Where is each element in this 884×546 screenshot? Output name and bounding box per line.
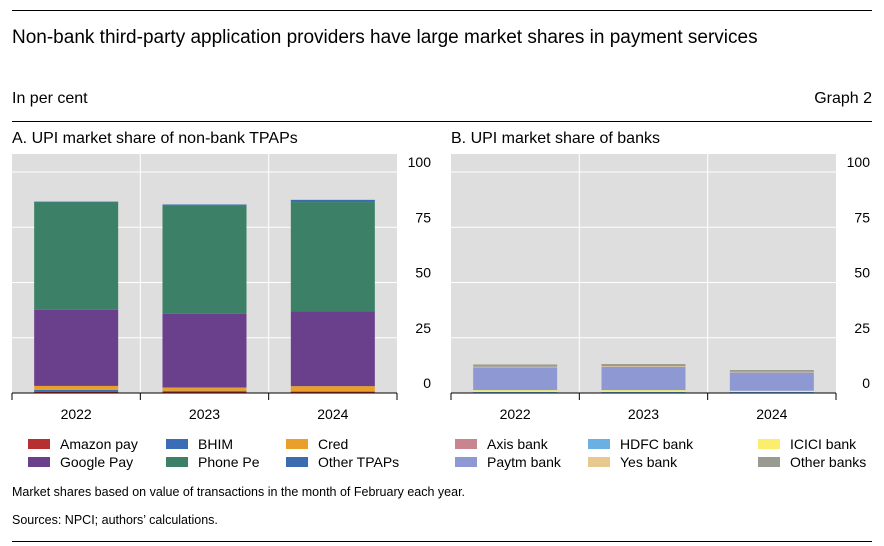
bottom-rule — [12, 541, 872, 542]
bar-phone-pe-2024 — [290, 202, 375, 312]
legend-label: ICICI bank — [790, 436, 857, 452]
legend-item: Amazon pay — [28, 435, 138, 453]
legend-swatch — [28, 457, 50, 467]
page-title: Non-bank third-party application provide… — [12, 27, 758, 48]
bar-google-pay-2024 — [290, 311, 375, 387]
legend-swatch — [286, 457, 308, 467]
bar-other-banks-2024 — [729, 370, 814, 372]
y-tick-label: 100 — [408, 154, 432, 170]
legend-swatch — [28, 439, 50, 449]
plot-background — [451, 154, 836, 393]
legend-swatch — [166, 439, 188, 449]
bar-bhim-2022 — [34, 389, 119, 392]
top-rule — [12, 10, 872, 11]
panel-a-chart: 2022 2023 2024 0 25 50 75 100 — [11, 154, 432, 422]
bar-cred-2024 — [290, 386, 375, 392]
bar-yes-bank-2024 — [729, 371, 814, 373]
bar-google-pay-2022 — [34, 309, 119, 386]
panel-b-title: B. UPI market share of banks — [451, 130, 660, 147]
panel-a-title: A. UPI market share of non-bank TPAPs — [12, 130, 298, 147]
legend-label: Yes bank — [620, 454, 678, 470]
legend-label: HDFC bank — [620, 436, 694, 452]
bar-other-tpaps-2024 — [290, 199, 375, 203]
bar-other-tpaps-2023 — [162, 204, 247, 206]
bar-bhim-2024 — [290, 391, 375, 392]
legend-label: BHIM — [198, 436, 233, 452]
legend-label: Cred — [318, 436, 349, 452]
bar-icici-bank-2024 — [729, 390, 814, 392]
legend-item: Other TPAPs — [286, 453, 399, 471]
bar-amazon-pay-2023 — [162, 391, 247, 393]
legend-label: Amazon pay — [60, 436, 138, 452]
bar-other-tpaps-2022 — [34, 201, 119, 203]
bar-amazon-pay-2024 — [290, 391, 375, 393]
legend-item: Phone Pe — [166, 453, 260, 471]
graph-number: Graph 2 — [814, 90, 872, 107]
legend-swatch — [286, 439, 308, 449]
bar-cred-2023 — [162, 387, 247, 391]
bar-yes-bank-2022 — [473, 366, 558, 368]
legend-item: Yes bank — [588, 453, 677, 471]
bar-amazon-pay-2022 — [34, 391, 119, 393]
legend-label: Other banks — [790, 454, 867, 470]
legend-item: BHIM — [166, 435, 233, 453]
bar-bhim-2023 — [162, 390, 247, 392]
bar-icici-bank-2023 — [601, 390, 686, 392]
legend-item: Paytm bank — [455, 453, 561, 471]
header-rule — [12, 121, 872, 122]
bar-hdfc-bank-2023 — [601, 391, 686, 393]
bar-phone-pe-2022 — [34, 202, 119, 310]
legend-swatch — [758, 457, 780, 467]
bar-phone-pe-2023 — [162, 205, 247, 314]
legend-swatch — [588, 457, 610, 467]
legend-item: HDFC bank — [588, 435, 693, 453]
bar-other-banks-2022 — [473, 364, 558, 367]
y-tick-label: 25 — [415, 320, 431, 336]
x-tick-label: 2023 — [628, 406, 659, 422]
legend-item: Other banks — [758, 453, 866, 471]
bar-paytm-bank-2022 — [473, 367, 558, 391]
footnote: Market shares based on value of transact… — [12, 485, 466, 499]
bar-other-banks-2023 — [601, 364, 686, 367]
x-tick-label: 2022 — [500, 406, 531, 422]
x-tick-label: 2024 — [317, 406, 348, 422]
y-tick-label: 0 — [423, 375, 431, 391]
legend-item: ICICI bank — [758, 435, 856, 453]
bar-cred-2022 — [34, 385, 119, 390]
unit-label: In per cent — [12, 90, 88, 107]
bar-paytm-bank-2024 — [729, 372, 814, 391]
bar-hdfc-bank-2022 — [473, 391, 558, 393]
x-tick-label: 2023 — [189, 406, 220, 422]
legend-swatch — [758, 439, 780, 449]
legend-swatch — [455, 457, 477, 467]
legend-swatch — [588, 439, 610, 449]
y-tick-label: 25 — [854, 320, 870, 336]
legend-swatch — [455, 439, 477, 449]
legend-label: Other TPAPs — [318, 454, 400, 470]
legend-label: Google Pay — [60, 454, 134, 470]
y-tick-label: 75 — [854, 209, 870, 225]
y-tick-label: 75 — [415, 209, 431, 225]
legend-label: Phone Pe — [198, 454, 260, 470]
legend-swatch — [166, 457, 188, 467]
legend-item: Axis bank — [455, 435, 548, 453]
x-tick-label: 2024 — [756, 406, 787, 422]
y-tick-label: 100 — [847, 154, 871, 170]
legend-item: Cred — [286, 435, 348, 453]
legend-label: Paytm bank — [487, 454, 561, 470]
y-tick-label: 0 — [862, 375, 870, 391]
bar-paytm-bank-2023 — [601, 366, 686, 391]
bar-google-pay-2023 — [162, 313, 247, 388]
sources-note: Sources: NPCI; authors’ calculations. — [12, 513, 218, 527]
x-tick-label: 2022 — [61, 406, 92, 422]
legend-item: Google Pay — [28, 453, 133, 471]
y-tick-label: 50 — [415, 265, 431, 281]
panel-b-chart: 2022 2023 2024 0 25 50 75 100 — [450, 154, 871, 422]
legend-label: Axis bank — [487, 436, 548, 452]
bar-icici-bank-2022 — [473, 390, 558, 392]
bar-yes-bank-2023 — [601, 366, 686, 367]
y-tick-label: 50 — [854, 265, 870, 281]
bar-hdfc-bank-2024 — [729, 391, 814, 393]
